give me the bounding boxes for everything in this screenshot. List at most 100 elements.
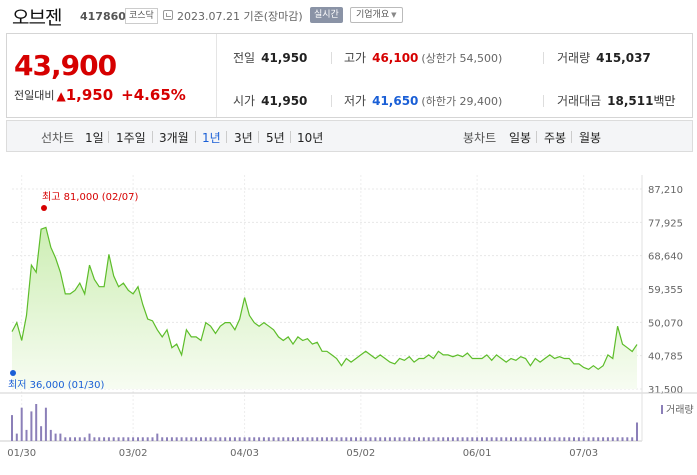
volume-bar xyxy=(335,437,338,441)
volume-bar xyxy=(272,437,275,441)
volume-bar xyxy=(543,437,546,441)
volume-bar xyxy=(122,437,125,441)
volume-bar xyxy=(204,437,207,441)
open-value: 41,950 xyxy=(261,94,308,108)
volume-bar xyxy=(636,422,638,441)
realtime-button[interactable]: 실시간 xyxy=(310,7,343,23)
period-3y[interactable]: 3년 xyxy=(234,131,253,145)
volume-legend-label: 거래량 xyxy=(666,404,694,416)
volume-bar xyxy=(384,437,387,441)
volume-bar xyxy=(602,437,605,441)
volume-bar xyxy=(219,437,222,441)
volume-bar xyxy=(427,437,430,441)
period-3m[interactable]: 3개월 xyxy=(159,131,189,145)
prev-close-value: 41,950 xyxy=(261,51,308,65)
volume-bar xyxy=(466,437,469,441)
volume-bar xyxy=(490,437,493,441)
volume-bar xyxy=(166,437,168,441)
volume-bar xyxy=(325,437,328,441)
volume-bar xyxy=(437,437,440,441)
volume-bar xyxy=(64,437,67,441)
volume-bar xyxy=(316,437,319,441)
period-5y[interactable]: 5년 xyxy=(266,131,285,145)
company-overview-button[interactable]: 기업개요 ▼ xyxy=(350,7,403,23)
volume-bar xyxy=(597,437,600,441)
trade-value: 18,511 xyxy=(607,94,654,108)
y-tick-label: 31,500 xyxy=(648,385,683,396)
period-1d[interactable]: 1일 xyxy=(85,131,104,145)
max-marker xyxy=(41,205,47,211)
divider xyxy=(543,95,544,107)
volume-bar xyxy=(582,437,585,441)
volume-bar xyxy=(40,426,43,441)
volume-bar xyxy=(195,437,198,441)
volume-bar xyxy=(539,437,542,441)
period-1y[interactable]: 1년 xyxy=(202,131,221,145)
volume-bar xyxy=(529,437,532,441)
volume-bar xyxy=(238,437,241,441)
volume-bar xyxy=(93,437,96,441)
volume-bar xyxy=(15,433,18,441)
volume-bar xyxy=(44,407,47,441)
prev-close-stat: 전일 41,950 xyxy=(233,49,307,66)
volume-bar xyxy=(330,437,333,441)
candle-daily[interactable]: 일봉 xyxy=(509,131,532,145)
y-tick-label: 77,925 xyxy=(648,218,683,229)
divider xyxy=(331,95,332,107)
line-chart-label: 선차트 xyxy=(41,131,75,145)
volume-bar xyxy=(500,437,503,441)
volume-bar xyxy=(209,437,212,441)
volume-bar xyxy=(296,437,299,441)
divider xyxy=(543,52,544,64)
volume-bar xyxy=(587,437,590,441)
base-date: 2023.07.21 기준(장마감) xyxy=(177,10,303,23)
trade-value-label: 거래대금 xyxy=(557,94,602,108)
volume-bar xyxy=(461,437,464,441)
price-chart: 87,210 77,925 68,640 59,355 50,070 40,785 31,5… xyxy=(0,160,697,471)
period-1w[interactable]: 1주일 xyxy=(116,131,146,145)
price-area xyxy=(12,227,637,389)
divider xyxy=(331,52,332,64)
volume-bar xyxy=(631,437,634,441)
change-label: 전일대비 xyxy=(14,89,55,102)
candle-monthly[interactable]: 월봉 xyxy=(579,131,602,145)
min-marker xyxy=(10,370,16,376)
volume-bar xyxy=(112,437,115,441)
volume-stat: 거래량 415,037 xyxy=(557,49,651,66)
volume-bar xyxy=(117,437,120,441)
volume-bar xyxy=(267,437,270,441)
upper-limit: (상한가 54,500) xyxy=(421,52,503,65)
x-tick-label: 03/02 xyxy=(119,448,148,459)
clock-icon xyxy=(163,10,173,20)
volume-bar xyxy=(563,437,566,441)
volume-bar xyxy=(485,437,488,441)
stock-header: 오브젠 417860 코스닥 2023.07.21 기준(장마감) 실시간 기업… xyxy=(0,0,697,32)
volume-bar xyxy=(141,437,144,441)
trade-value-stat: 거래대금 18,511백만 xyxy=(557,92,676,109)
x-tick-label: 05/02 xyxy=(346,448,375,459)
volume-bar xyxy=(277,437,280,441)
divider xyxy=(536,131,537,143)
volume-bar xyxy=(447,437,449,441)
volume-bar xyxy=(253,437,256,441)
volume-bar xyxy=(626,437,629,441)
volume-bar xyxy=(442,437,445,441)
candle-chart-label: 봉차트 xyxy=(463,131,497,145)
candle-weekly[interactable]: 주봉 xyxy=(544,131,567,145)
period-10y[interactable]: 10년 xyxy=(297,131,324,145)
divider xyxy=(108,131,109,143)
volume-bar xyxy=(78,437,81,441)
change-percent: +4.65% xyxy=(121,86,186,104)
divider xyxy=(152,131,153,143)
volume-bar xyxy=(514,437,517,441)
volume-bar xyxy=(534,437,537,441)
x-tick-label: 06/01 xyxy=(463,448,492,459)
volume-bar xyxy=(25,429,28,441)
volume-bar xyxy=(573,437,575,441)
price-line xyxy=(11,226,638,371)
volume-bar xyxy=(393,437,396,441)
volume-bar xyxy=(170,437,173,441)
volume-bar xyxy=(11,415,13,441)
y-tick-label: 50,070 xyxy=(648,318,683,329)
volume-bar xyxy=(233,437,236,441)
